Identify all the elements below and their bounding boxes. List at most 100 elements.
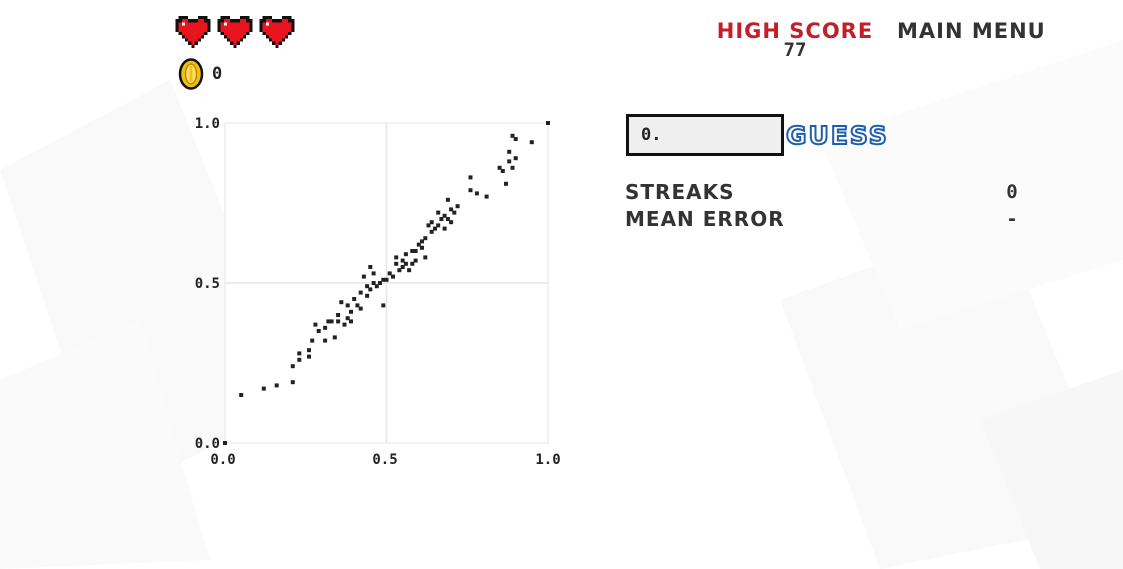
scatter-point bbox=[394, 261, 399, 266]
scatter-point bbox=[223, 441, 227, 445]
scatter-point bbox=[374, 284, 379, 289]
scatter-point bbox=[332, 335, 337, 340]
scatter-point bbox=[442, 226, 447, 231]
scatter-point bbox=[368, 287, 373, 292]
scatter-point bbox=[436, 210, 441, 215]
scatter-point bbox=[387, 271, 392, 276]
coin-icon bbox=[178, 58, 204, 90]
scatter-point bbox=[439, 217, 444, 221]
scatter-point bbox=[436, 223, 441, 228]
coin-count: 0 bbox=[212, 64, 223, 84]
scatter-point bbox=[468, 188, 473, 193]
scatter-point bbox=[484, 194, 489, 199]
scatter-point bbox=[339, 300, 344, 305]
scatter-point bbox=[290, 380, 295, 385]
scatter-point bbox=[381, 277, 386, 282]
scatter-point bbox=[290, 364, 295, 369]
guess-input[interactable] bbox=[626, 114, 784, 156]
high-score-value: 77 bbox=[783, 39, 807, 61]
x-tick-label: 1.0 bbox=[535, 452, 560, 468]
scatter-point bbox=[307, 354, 311, 359]
streaks-value: 0 bbox=[1006, 181, 1018, 203]
scatter-point bbox=[513, 137, 518, 141]
heart-icon bbox=[259, 16, 295, 48]
x-tick-label: 0.5 bbox=[372, 452, 397, 468]
scatter-point bbox=[361, 274, 366, 279]
mean-error-value: - bbox=[1006, 208, 1018, 230]
scatter-point bbox=[365, 284, 370, 289]
scatter-point bbox=[261, 386, 266, 391]
scatter-point bbox=[274, 383, 279, 388]
scatter-point bbox=[416, 242, 421, 247]
scatter-point bbox=[423, 255, 428, 260]
scatter-point bbox=[445, 217, 450, 221]
scatter-point bbox=[371, 281, 376, 285]
scatter-point bbox=[310, 338, 315, 343]
scatter-point bbox=[429, 220, 434, 225]
scatter-point bbox=[423, 236, 428, 241]
scatter-point bbox=[394, 255, 399, 260]
scatter-point bbox=[513, 156, 518, 161]
mean-error-label: MEAN ERROR bbox=[625, 207, 785, 231]
scatter-point bbox=[336, 313, 341, 317]
high-score: HIGH SCORE 77 bbox=[712, 19, 878, 61]
x-tick-label: 0.0 bbox=[210, 452, 235, 468]
scatter-point bbox=[510, 133, 515, 138]
scatter-point bbox=[358, 290, 363, 295]
scatter-point bbox=[500, 169, 505, 173]
lives bbox=[175, 16, 295, 48]
scatter-point bbox=[307, 348, 311, 353]
scatter-point bbox=[316, 329, 321, 333]
scatter-point bbox=[510, 165, 515, 170]
heart-icon bbox=[217, 16, 253, 48]
scatter-point bbox=[342, 322, 347, 327]
scatter-point bbox=[474, 191, 479, 196]
coin-counter: 0 bbox=[178, 58, 222, 90]
guess-button[interactable]: GUESS bbox=[785, 120, 889, 151]
scatter-point bbox=[345, 316, 350, 321]
scatter-point bbox=[455, 204, 460, 209]
scatter-point bbox=[403, 261, 408, 266]
scatter-point bbox=[497, 165, 502, 170]
scatter-point bbox=[410, 261, 415, 266]
y-tick-label: 0.0 bbox=[195, 436, 220, 452]
scatter-point bbox=[468, 175, 473, 180]
scatter-point bbox=[420, 239, 424, 244]
scatter-point bbox=[452, 210, 457, 215]
scatter-point bbox=[313, 322, 318, 327]
scatter-point bbox=[413, 258, 418, 263]
scatter-point bbox=[326, 319, 331, 324]
scatter-point bbox=[507, 159, 512, 164]
scatter-point bbox=[507, 149, 512, 154]
scatter-point bbox=[410, 249, 415, 253]
scatter-plot: 0.0 0.5 1.0 0.0 0.5 1.0 bbox=[195, 116, 561, 468]
scatter-point bbox=[384, 277, 389, 282]
scatter-point bbox=[420, 245, 424, 250]
scatter-point bbox=[442, 213, 447, 218]
high-score-label[interactable]: HIGH SCORE bbox=[716, 19, 874, 43]
main-menu-button[interactable]: MAIN MENU bbox=[897, 19, 1046, 43]
scatter-point bbox=[433, 226, 437, 231]
scatter-point bbox=[239, 393, 244, 397]
scatter-point bbox=[297, 351, 302, 356]
scatter-point bbox=[323, 325, 328, 330]
scatter-point bbox=[449, 220, 454, 225]
scatter-point bbox=[355, 303, 360, 308]
scatter-point bbox=[413, 249, 418, 253]
scatter-point bbox=[546, 121, 550, 125]
scatter-point bbox=[391, 274, 395, 279]
scatter-point bbox=[349, 309, 353, 314]
scatter-point bbox=[400, 258, 405, 263]
scatter-point bbox=[407, 268, 412, 273]
scatter-point bbox=[297, 357, 302, 362]
scatter-point bbox=[381, 303, 386, 308]
scatter-point bbox=[400, 265, 405, 269]
scatter-point bbox=[403, 252, 408, 257]
scatter-point bbox=[336, 319, 341, 324]
scatter-point bbox=[445, 197, 450, 202]
scatter-point bbox=[323, 338, 328, 343]
scatter-point bbox=[365, 293, 370, 298]
scatter-point bbox=[397, 268, 402, 273]
scatter-point bbox=[429, 229, 434, 234]
scatter-point bbox=[504, 181, 508, 186]
